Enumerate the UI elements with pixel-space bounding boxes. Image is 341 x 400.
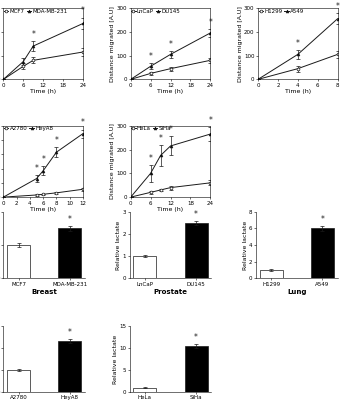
Legend: MCF7, MDA-MB-231: MCF7, MDA-MB-231 [4,8,68,14]
X-axis label: Time (h): Time (h) [30,89,56,94]
Legend: HeLa, SiHa: HeLa, SiHa [131,126,171,131]
Bar [58,341,81,392]
Text: *: * [68,215,72,224]
X-axis label: Breast: Breast [31,289,57,295]
Bar [184,223,208,278]
Bar [184,346,208,392]
Bar [311,228,334,278]
Text: *: * [194,210,198,219]
Y-axis label: Distance migrated [A.U]: Distance migrated [A.U] [110,124,115,199]
Y-axis label: Relative lactate: Relative lactate [113,334,118,384]
Text: *: * [321,214,324,224]
X-axis label: Time (h): Time (h) [158,207,183,212]
Bar [58,228,81,278]
Text: *: * [296,39,300,48]
Text: *: * [35,164,39,173]
Y-axis label: Distance migrated [A.U]: Distance migrated [A.U] [110,6,115,82]
Text: *: * [168,125,173,134]
X-axis label: Time (h): Time (h) [285,89,311,94]
X-axis label: Prostate: Prostate [153,289,188,295]
Text: *: * [41,155,45,164]
Text: *: * [336,2,340,11]
Text: *: * [81,118,85,128]
Bar [7,370,30,392]
Text: *: * [68,328,72,337]
Text: *: * [168,40,173,49]
Y-axis label: Distance migrated [A.U]: Distance migrated [A.U] [238,6,243,82]
Legend: A2780, HeyA8: A2780, HeyA8 [4,126,53,131]
Y-axis label: Relative lactate: Relative lactate [243,220,248,270]
Text: *: * [55,136,58,145]
Text: *: * [81,6,85,15]
Bar [133,388,157,392]
Bar [133,256,157,278]
X-axis label: Lung: Lung [287,289,307,295]
Text: *: * [159,134,163,143]
Y-axis label: Relative lactate: Relative lactate [116,220,121,270]
Text: *: * [149,154,152,163]
X-axis label: Time (h): Time (h) [30,207,56,212]
Bar [7,245,30,278]
Text: *: * [208,18,212,26]
Bar [260,270,283,278]
X-axis label: Time (h): Time (h) [158,89,183,94]
Text: *: * [194,333,198,342]
Legend: H1299, A549: H1299, A549 [258,8,304,14]
Text: *: * [149,52,152,61]
Text: *: * [31,30,35,39]
Legend: LnCaP, DU145: LnCaP, DU145 [131,8,180,14]
Text: *: * [208,116,212,125]
